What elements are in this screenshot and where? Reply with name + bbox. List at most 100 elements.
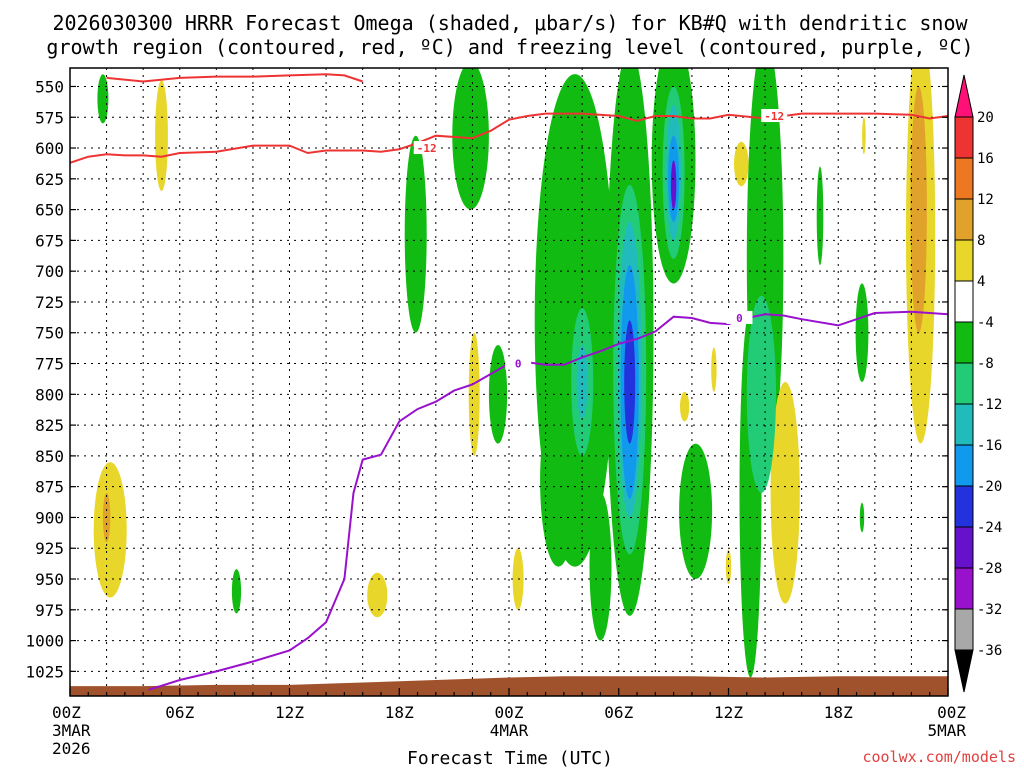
omega-region-36 [576, 345, 588, 419]
omega-region-42 [670, 160, 677, 210]
colorbar-label: 20 [977, 110, 994, 126]
y-tick-label: 875 [35, 478, 64, 497]
y-tick-label: 925 [35, 539, 64, 558]
x-date-label: 4MAR [490, 721, 529, 740]
colorbar-band [954, 403, 974, 446]
contour-label: 0 [736, 312, 743, 325]
omega-region-5 [404, 135, 427, 333]
colorbar-band [954, 198, 974, 241]
colorbar-band [954, 321, 974, 364]
x-tick-label: 12Z [714, 703, 743, 722]
colorbar-label: -12 [977, 397, 1002, 413]
y-tick-label: 625 [35, 170, 64, 189]
y-tick-label: 600 [35, 139, 64, 158]
colorbar-label: -8 [977, 356, 994, 372]
colorbar-label: 8 [977, 233, 985, 249]
omega-region-13 [589, 492, 612, 641]
colorbar-label: -28 [977, 561, 1002, 577]
x-tick-label: 00Z [937, 703, 966, 722]
omega-region-11 [540, 394, 577, 567]
colorbar-label: -4 [977, 315, 994, 331]
omega-region-25 [816, 166, 824, 266]
y-tick-label: 775 [35, 355, 64, 374]
chart-subtitle: growth region (contoured, red, ºC) and f… [46, 35, 973, 59]
x-tick-label: 18Z [385, 703, 414, 722]
colorbar-bottom-triangle [954, 649, 974, 693]
y-tick-label: 1025 [25, 662, 64, 681]
omega-region-6 [452, 68, 489, 210]
omega-region-3 [231, 569, 242, 614]
x-year-label: 2026 [52, 739, 91, 758]
y-tick-label: 825 [35, 416, 64, 435]
colorbar-label: 16 [977, 151, 994, 167]
omega-region-1 [155, 80, 168, 192]
x-tick-label: 00Z [52, 703, 81, 722]
colorbar-band [954, 526, 974, 569]
dgz-contour-top-line [106, 73, 364, 83]
y-tick-label: 675 [35, 231, 64, 250]
x-tick-label: 00Z [495, 703, 524, 722]
x-date-label: 5MAR [927, 721, 966, 740]
colorbar-band [954, 608, 974, 651]
colorbar-band [954, 239, 974, 282]
colorbar-label: -32 [977, 602, 1002, 618]
y-tick-label: 700 [35, 262, 64, 281]
y-tick-label: 650 [35, 201, 64, 220]
omega-region-28 [862, 117, 866, 155]
colorbar-label: -16 [977, 438, 1002, 454]
colorbar-label: -20 [977, 479, 1002, 495]
colorbar-label: 4 [977, 274, 985, 290]
omega-region-16 [680, 391, 690, 422]
y-tick-label: 950 [35, 570, 64, 589]
colorbar-band [954, 157, 974, 200]
omega-region-17 [679, 443, 713, 579]
colorbar: 20 16 12 8 4 -4 -8 -12 -16 -20 -24 -28 -32 -36 [954, 74, 1002, 693]
colorbar-band [954, 280, 974, 323]
x-date-label: 3MAR [52, 721, 91, 740]
x-tick-label: 12Z [275, 703, 304, 722]
omega-region-41 [624, 320, 636, 444]
y-axis: 550 575 600 625 650 675 700 725 750 775 800 825 850 8… [25, 77, 948, 681]
colorbar-label: -24 [977, 520, 1002, 536]
y-tick-label: 850 [35, 447, 64, 466]
x-tick-label: 06Z [604, 703, 633, 722]
omega-region-0 [97, 74, 109, 124]
y-tick-label: 750 [35, 324, 64, 343]
y-tick-label: 975 [35, 601, 64, 620]
chart-title: 2026030300 HRRR Forecast Omega (shaded, … [52, 11, 968, 35]
colorbar-band [954, 567, 974, 610]
contour-label: -12 [417, 142, 437, 155]
contour-label: 0 [515, 358, 522, 371]
colorbar-band [954, 116, 974, 159]
omega-region-23 [711, 347, 717, 392]
colorbar-label: -36 [977, 643, 1002, 659]
omega-region-2 [93, 462, 127, 598]
colorbar-label: 12 [977, 192, 994, 208]
y-tick-label: 725 [35, 293, 64, 312]
contour-label-bg [505, 356, 532, 370]
x-axis-title: Forecast Time (UTC) [407, 748, 613, 768]
y-tick-label: 575 [35, 108, 64, 127]
contour-label: -12 [764, 110, 784, 123]
y-tick-label: 800 [35, 385, 64, 404]
colorbar-band [954, 362, 974, 405]
y-tick-label: 550 [35, 77, 64, 96]
credit-text: coolwx.com/models [862, 748, 1016, 766]
omega-region-24 [734, 141, 749, 187]
omega-region-4 [367, 572, 388, 618]
contours: -12 -12 0 0 [70, 73, 948, 691]
freezing-level-line [148, 310, 948, 691]
contour-label-bg [726, 310, 753, 324]
colorbar-band [954, 485, 974, 528]
contour-label-bg [761, 109, 788, 123]
y-tick-label: 900 [35, 508, 64, 527]
plot-background [70, 68, 948, 696]
x-tick-label: 06Z [165, 703, 194, 722]
colorbar-band [954, 444, 974, 487]
y-tick-label: 1000 [25, 632, 64, 651]
omega-region-34 [746, 295, 777, 493]
contour-label-bg [413, 141, 440, 155]
x-tick-label: 18Z [824, 703, 853, 722]
